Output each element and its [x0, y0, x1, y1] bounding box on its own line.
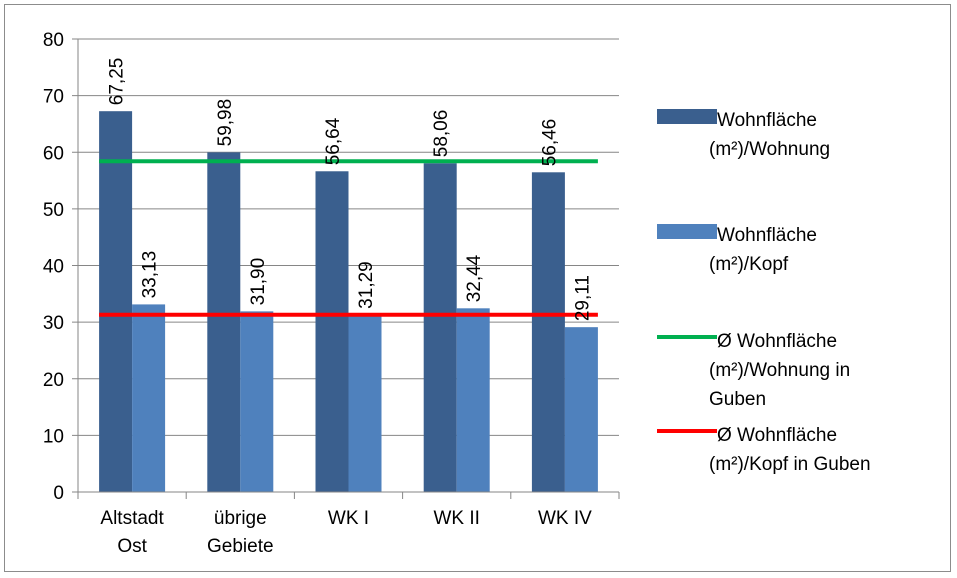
y-tick-label: 20 — [43, 370, 64, 391]
legend-label: (m²)/Kopf in Guben — [709, 454, 871, 475]
y-tick-label: 60 — [43, 143, 64, 164]
x-category-label: WK IV — [538, 508, 592, 529]
legend-label: (m²)/Wohnung in — [709, 360, 850, 381]
bars — [99, 111, 598, 493]
bar-kopf — [456, 308, 490, 492]
y-tick-label: 50 — [43, 200, 64, 221]
reference-lines — [99, 159, 598, 317]
bar-wohnung — [315, 171, 349, 492]
x-category-label: Altstadt — [100, 508, 164, 529]
bar-kopf — [132, 304, 166, 492]
data-label: 33,13 — [140, 251, 161, 299]
data-label: 67,25 — [107, 58, 128, 106]
axes — [72, 38, 620, 499]
y-tick-label: 0 — [53, 483, 64, 504]
data-label: 31,29 — [356, 261, 377, 309]
data-label: 56,46 — [539, 119, 560, 167]
x-category-labels: Altstadt Ost übrige Gebiete WK I WK II WK IV — [100, 508, 592, 557]
legend-label: Wohnfläche — [717, 225, 817, 246]
chart-frame: 0 10 20 30 40 50 60 70 80 Altstadt Ost übrige Gebie… — [4, 4, 951, 572]
y-tick-labels: 0 10 20 30 40 50 60 70 80 — [43, 30, 64, 504]
data-label: 31,90 — [248, 258, 269, 306]
y-tick-label: 70 — [43, 87, 64, 108]
legend-label: Ø Wohnfläche — [717, 425, 837, 446]
x-category-label: WK II — [433, 508, 479, 529]
legend-label: Wohnfläche — [717, 110, 817, 131]
legend-label: Guben — [709, 389, 766, 410]
legend-swatch — [657, 109, 717, 124]
bar-wohnung — [531, 172, 565, 492]
x-category-label: übrige — [214, 508, 267, 529]
x-category-label: Ost — [117, 536, 147, 557]
data-labels: 67,25 33,13 59,98 31,90 56,64 31,29 58,06 32,44… — [107, 58, 594, 322]
data-label: 58,06 — [431, 110, 452, 158]
y-tick-label: 40 — [43, 257, 64, 278]
legend-swatch — [657, 224, 717, 239]
x-category-label: WK I — [328, 508, 369, 529]
y-tick-label: 30 — [43, 313, 64, 334]
data-label: 29,11 — [572, 275, 593, 321]
x-category-label: Gebiete — [207, 536, 274, 557]
bar-wohnung — [423, 163, 457, 493]
legend-label: (m²)/Kopf — [709, 254, 789, 275]
y-tick-label: 10 — [43, 426, 64, 447]
bar-kopf — [348, 314, 382, 492]
legend-label: (m²)/Wohnung — [709, 139, 830, 160]
data-label: 56,64 — [323, 117, 344, 165]
data-label: 32,44 — [464, 254, 485, 302]
y-tick-label: 80 — [43, 30, 64, 51]
legend-label: Ø Wohnfläche — [717, 331, 837, 352]
bar-wohnung — [207, 152, 241, 492]
data-label: 59,98 — [215, 99, 236, 147]
bar-wohnung — [99, 111, 133, 493]
bar-chart: 0 10 20 30 40 50 60 70 80 Altstadt Ost übrige Gebie… — [43, 30, 871, 557]
bar-kopf — [240, 311, 274, 492]
legend: Wohnfläche (m²)/Wohnung Wohnfläche (m²)/Kop… — [657, 109, 871, 475]
bar-kopf — [564, 327, 598, 492]
